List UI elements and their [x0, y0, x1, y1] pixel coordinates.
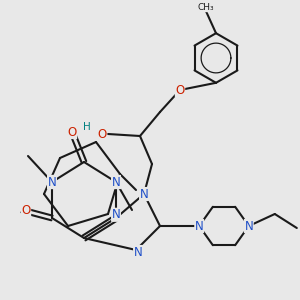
- Text: N: N: [134, 245, 142, 259]
- Text: O: O: [21, 203, 31, 217]
- Text: N: N: [112, 176, 120, 188]
- Text: N: N: [48, 176, 56, 188]
- Text: N: N: [195, 220, 204, 232]
- Text: O: O: [176, 83, 184, 97]
- Text: O: O: [98, 128, 106, 140]
- Text: N: N: [244, 220, 253, 232]
- Text: CH₃: CH₃: [198, 3, 214, 12]
- Text: N: N: [48, 176, 56, 188]
- Text: O: O: [68, 125, 76, 139]
- Text: H: H: [83, 122, 91, 132]
- Text: N: N: [112, 176, 120, 188]
- Text: N: N: [140, 188, 148, 200]
- Text: N: N: [112, 208, 120, 221]
